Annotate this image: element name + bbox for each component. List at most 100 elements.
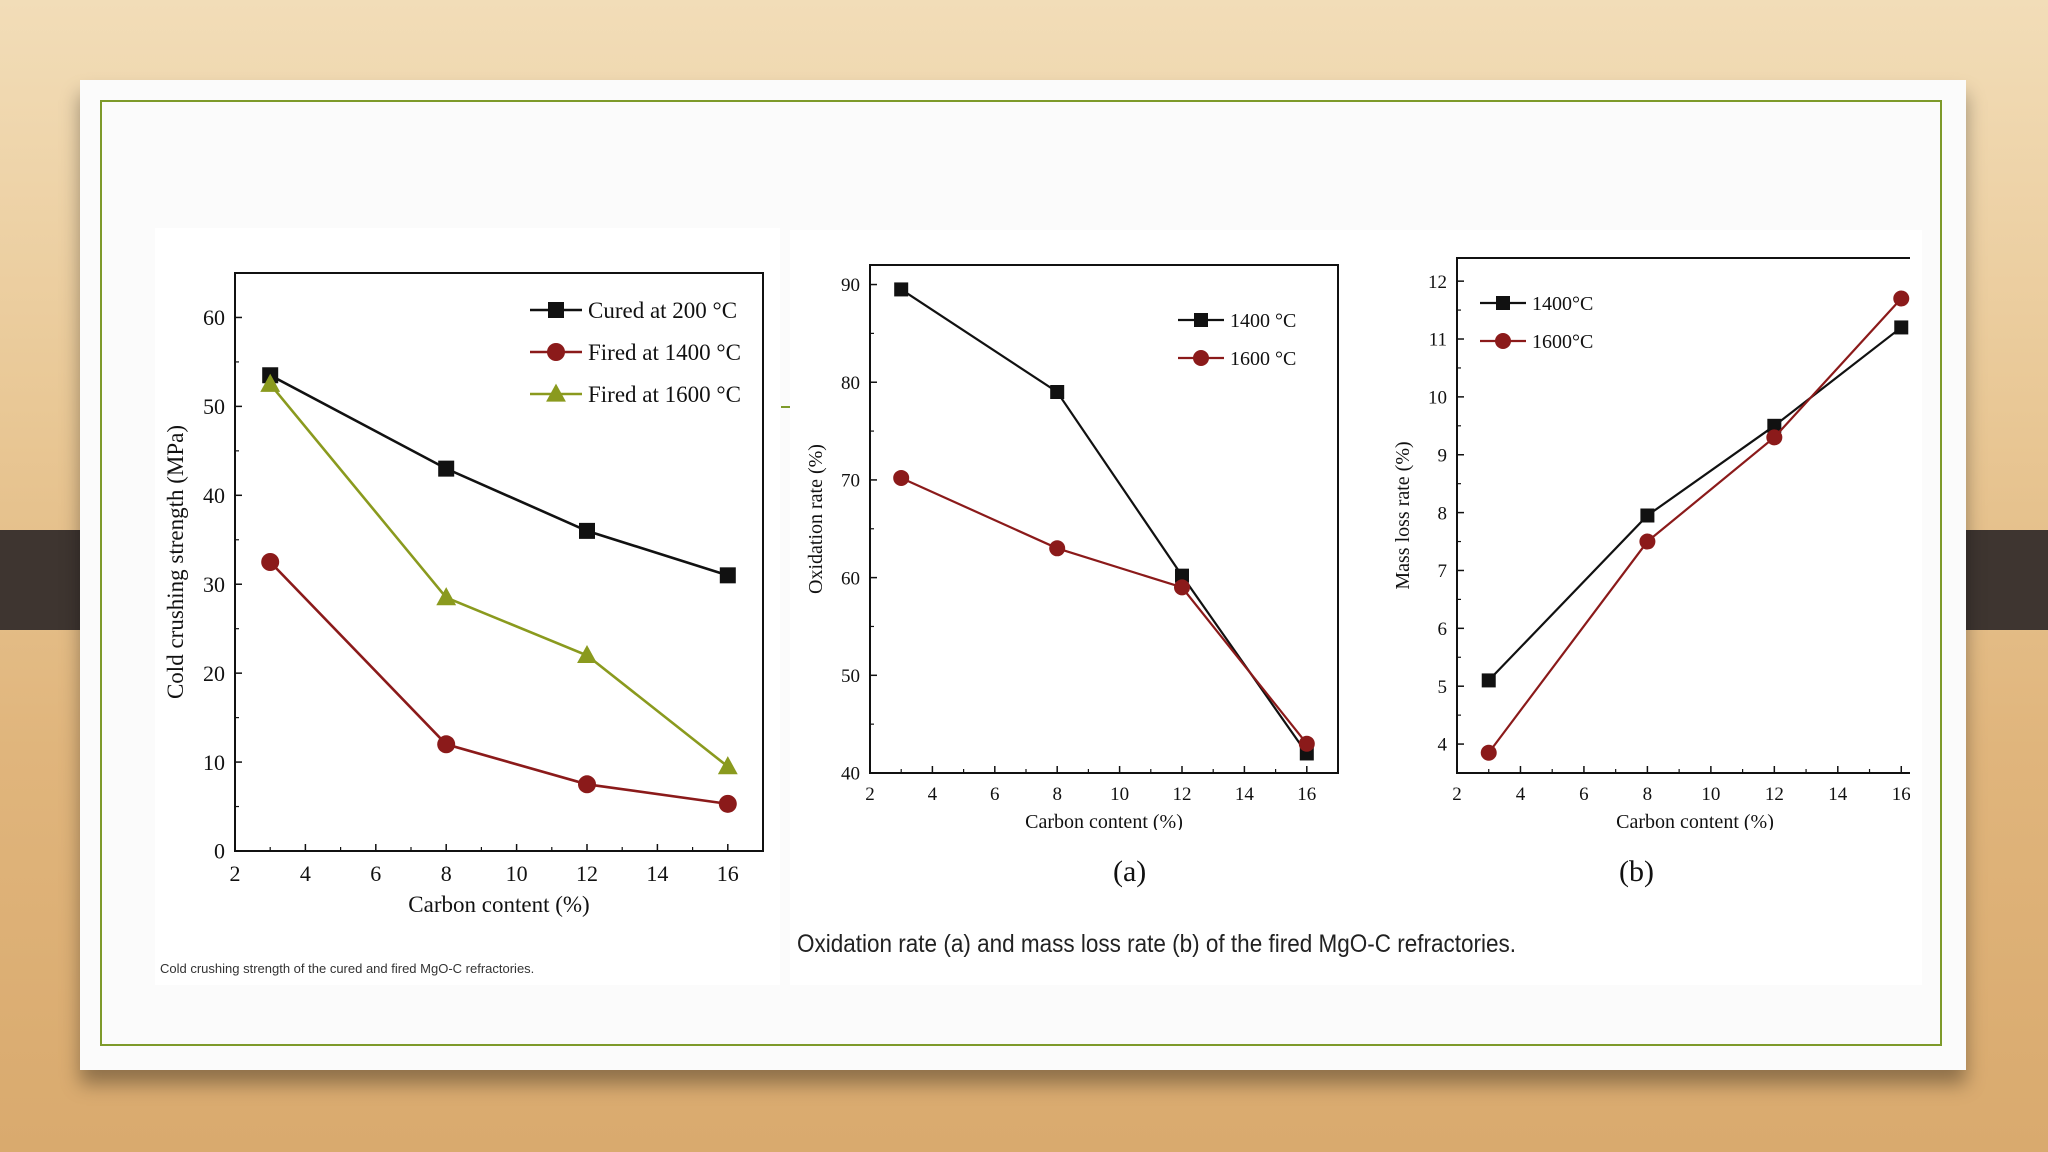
legend-label: 1400°C: [1532, 293, 1593, 315]
chart-oxidation-rate: 2 4 6 8 10 12 14 16 40 50 60 70 80 90 Carbon content (…: [805, 264, 1339, 830]
data-point: [1639, 533, 1656, 550]
series-line: [269, 374, 729, 577]
data-point: [1766, 429, 1783, 446]
x-axis-label: Carbon content (%): [408, 892, 589, 917]
plot-frame: [234, 272, 764, 852]
legend-label: Fired at 1600 °C: [588, 382, 741, 407]
legend-entry: Cured at 200 °C: [530, 298, 737, 323]
x-tick-label: 6: [1579, 784, 1589, 805]
chart-panel-right: 2 4 6 8 10 12 14 16 40 50 60 70 80 90 Carbon content (…: [790, 230, 1922, 985]
x-tick-label: 16: [1297, 784, 1316, 805]
x-tick-label: 4: [928, 784, 938, 805]
x-axis-label: Carbon content (%): [1025, 811, 1183, 830]
series-line: [900, 476, 1308, 745]
x-tick-label: 4: [300, 861, 311, 886]
data-point: [1050, 385, 1065, 399]
legend-marker: [548, 302, 564, 318]
x-tick-label: 14: [1828, 784, 1848, 805]
y-tick-label: 20: [203, 661, 225, 686]
legend-entry: 1600 °C: [1178, 348, 1296, 370]
x-tick-label: 14: [1235, 784, 1255, 805]
data-point: [578, 775, 596, 794]
data-point: [579, 522, 595, 539]
x-tick-label: 12: [576, 861, 598, 886]
legend-label: Fired at 1400 °C: [588, 340, 741, 365]
series-line: [1487, 297, 1903, 754]
y-axis-label: Cold crushing strength (MPa): [163, 425, 188, 699]
x-tick-label: 8: [1052, 784, 1062, 805]
y-axis-label: Mass loss rate (%): [1392, 441, 1414, 589]
chart-panel-ccs: 2 4 6 8 10 12 14 16 0 10 20 30 40 50 60 Carbon content …: [155, 228, 780, 985]
y-tick-label: 11: [1429, 330, 1447, 351]
series-line: [269, 561, 728, 806]
legend-marker: [1194, 313, 1208, 327]
y-tick-label: 80: [841, 373, 860, 394]
y-tick-label: 30: [203, 572, 225, 597]
sublabel-a: (a): [1113, 855, 1147, 888]
series-2: [261, 553, 737, 813]
legend-label: 1400 °C: [1230, 310, 1296, 332]
y-tick-label: 90: [841, 275, 860, 296]
legend-entry: 1400 °C: [1178, 310, 1296, 332]
x-tick-label: 12: [1765, 784, 1784, 805]
data-point: [717, 756, 738, 775]
x-tick-label: 10: [1701, 784, 1720, 805]
series-2: [1480, 290, 1910, 761]
x-tick-label: 12: [1173, 784, 1192, 805]
series-line: [1487, 326, 1902, 682]
data-point: [260, 373, 281, 392]
x-axis-label: Carbon content (%): [1616, 811, 1774, 830]
series-1: [1481, 320, 1909, 688]
y-tick-label: 0: [214, 839, 225, 864]
y-tick-label: 8: [1438, 503, 1448, 524]
data-point: [1767, 418, 1782, 433]
axes: 2 4 6 8 10 12 14 16 0 10 20 30 40 50 60: [203, 305, 739, 886]
caption-ccs: Cold crushing strength of the cured and …: [160, 961, 535, 976]
data-point: [1481, 673, 1496, 688]
series-line: [269, 383, 729, 768]
x-tick-label: 4: [1516, 784, 1526, 805]
y-tick-label: 6: [1438, 619, 1448, 640]
legend-marker: [1495, 333, 1511, 349]
legend-entry: 1600°C: [1480, 331, 1593, 353]
legend-label: Cured at 200 °C: [588, 298, 737, 323]
data-point: [1298, 735, 1315, 752]
y-tick-label: 70: [841, 471, 860, 492]
data-point: [437, 735, 456, 754]
legend-label: 1600 °C: [1230, 348, 1296, 370]
data-point: [1175, 568, 1189, 583]
caption-oxidation-massloss: Oxidation rate (a) and mass loss rate (b…: [797, 930, 1517, 958]
x-tick-label: 16: [1892, 784, 1910, 805]
y-tick-label: 12: [1428, 272, 1447, 293]
data-point: [261, 553, 280, 571]
legend-entry: Fired at 1400 °C: [530, 340, 741, 365]
plot-frame: [869, 264, 1339, 774]
y-tick-label: 9: [1438, 445, 1448, 466]
x-tick-label: 2: [865, 784, 875, 805]
chart-cold-crushing-strength: 2 4 6 8 10 12 14 16 0 10 20 30 40 50 60 Carbon content …: [163, 272, 764, 917]
y-tick-label: 10: [1428, 388, 1447, 409]
series-2: [893, 469, 1315, 752]
x-tick-label: 10: [1110, 784, 1129, 805]
slide-frame: [100, 100, 1942, 1046]
plot-frame: [1456, 257, 1910, 774]
y-axis-label: Oxidation rate (%): [805, 444, 827, 594]
data-point: [893, 469, 910, 486]
x-tick-label: 14: [646, 861, 668, 886]
data-point: [438, 460, 455, 477]
series-1: [262, 367, 736, 584]
x-tick-label: 8: [441, 861, 452, 886]
series-3: [260, 373, 738, 775]
legend-marker: [547, 343, 565, 361]
data-point: [1893, 290, 1910, 307]
y-tick-label: 40: [841, 764, 860, 785]
y-tick-label: 7: [1438, 561, 1448, 582]
chart-mass-loss-rate: 2 4 6 8 10 12 14 16 4 5 6 7 8 9 10 11 12 Carbon content (…: [1392, 257, 1910, 830]
data-point: [1480, 744, 1497, 761]
legend-entry: 1400°C: [1480, 293, 1593, 315]
x-tick-label: 2: [1452, 784, 1462, 805]
axes: 2 4 6 8 10 12 14 16 4 5 6 7 8 9 10 11 12: [1428, 272, 1910, 805]
x-tick-label: 6: [990, 784, 1000, 805]
axes: 2 4 6 8 10 12 14 16 40 50 60 70 80 90: [841, 275, 1316, 805]
legend-label: 1600°C: [1532, 331, 1593, 353]
